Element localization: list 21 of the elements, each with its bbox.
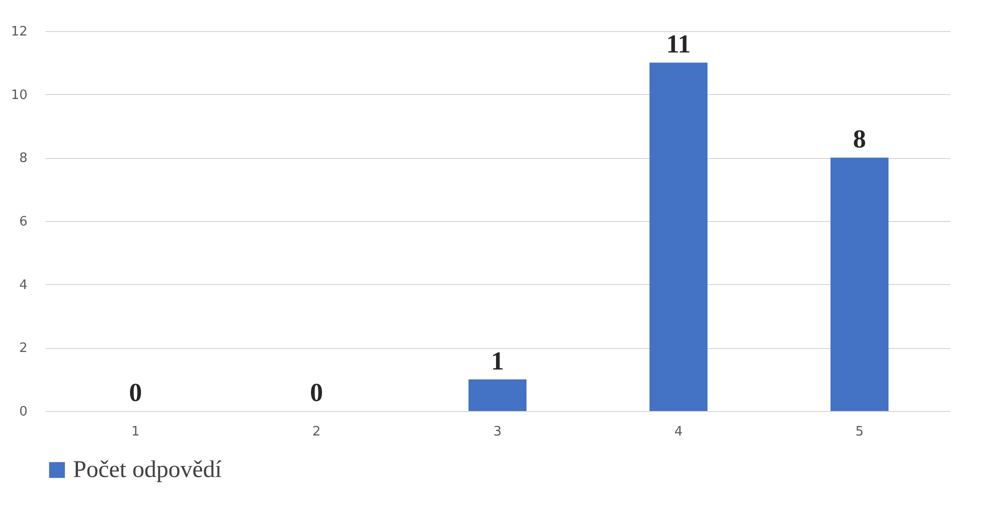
x-tick-label: 5 — [855, 424, 864, 440]
y-tick-label: 2 — [19, 341, 28, 356]
y-tick-label: 10 — [10, 88, 28, 103]
x-tick-label: 2 — [312, 424, 321, 440]
y-tick-label: 6 — [19, 214, 28, 230]
x-tick-label: 1 — [131, 424, 140, 440]
x-tick-label: 3 — [493, 424, 502, 440]
data-label: 0 — [310, 378, 323, 407]
bar — [468, 379, 526, 411]
y-tick-label: 12 — [10, 24, 28, 40]
bar — [650, 62, 708, 411]
y-tick-label: 8 — [19, 151, 28, 166]
data-label: 0 — [129, 378, 142, 407]
data-label: 11 — [666, 30, 691, 59]
y-tick-label: 0 — [19, 404, 28, 420]
data-label: 1 — [491, 346, 504, 376]
y-tick-label: 4 — [19, 278, 28, 293]
x-tick-label: 4 — [674, 424, 683, 440]
bar — [830, 158, 888, 411]
data-label: 8 — [853, 124, 866, 154]
legend-label: Počet odpovědí — [73, 457, 222, 483]
